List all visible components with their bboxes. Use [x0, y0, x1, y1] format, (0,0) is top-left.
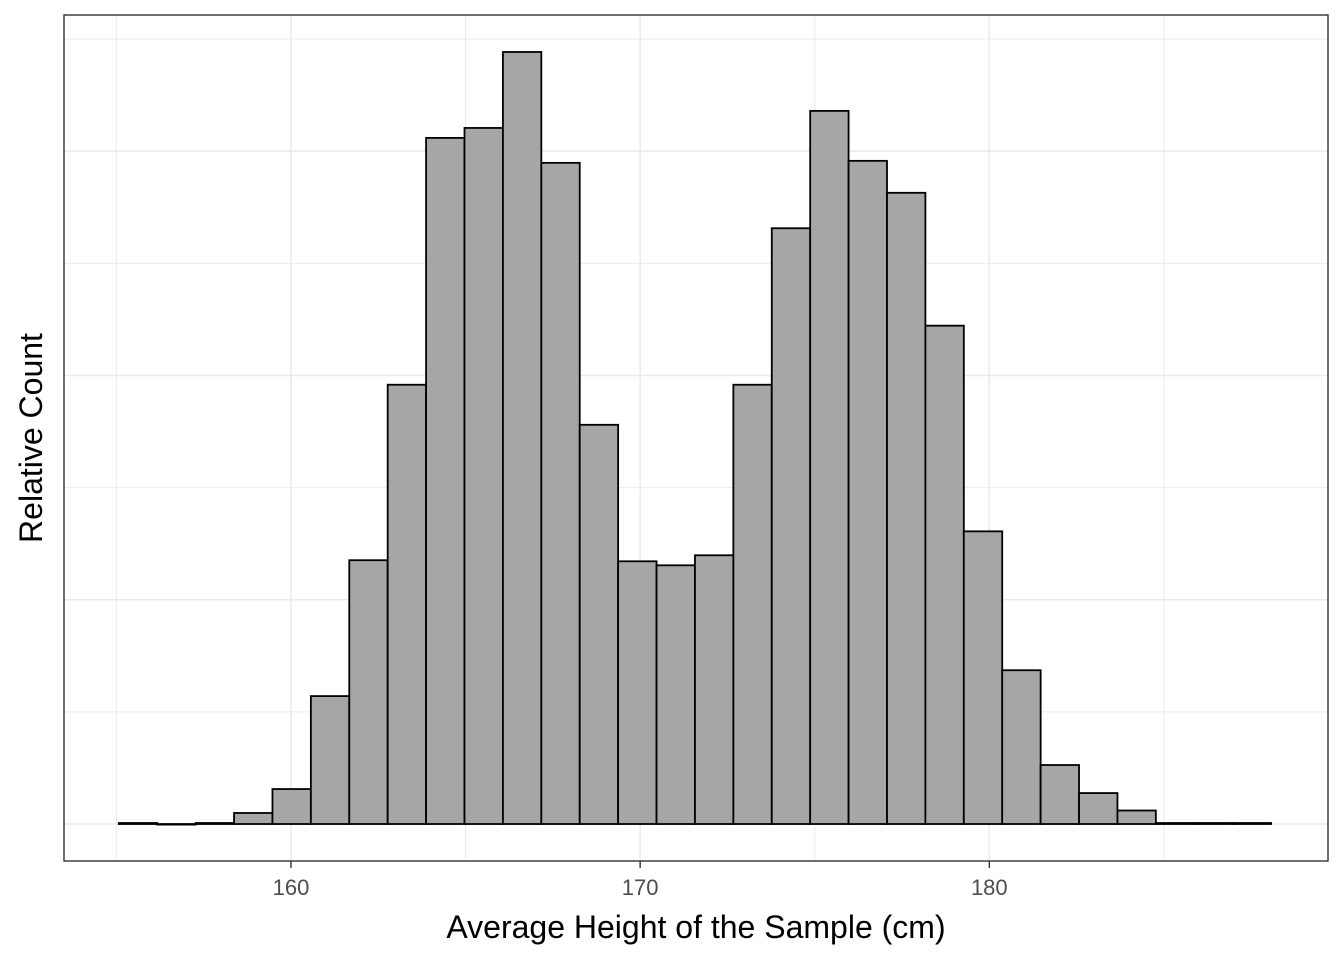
- plot-panel-border: [63, 14, 1329, 862]
- x-tick-label: 180: [971, 875, 1008, 900]
- histogram-bar: [386, 383, 427, 825]
- histogram-bar: [540, 161, 581, 825]
- histogram-bar: [463, 127, 504, 825]
- y-axis-title: Relative Count: [13, 333, 49, 543]
- histogram-bar: [233, 812, 274, 825]
- histogram-bar: [1039, 764, 1080, 825]
- histogram-bar: [578, 423, 620, 825]
- histogram-bar: [156, 823, 197, 826]
- histogram-bar: [1231, 822, 1272, 825]
- histogram-bar: [962, 530, 1004, 825]
- histogram-bar: [694, 554, 735, 825]
- histogram-bar: [847, 159, 888, 825]
- histogram-bar: [1154, 822, 1196, 825]
- x-tick-label: 160: [273, 875, 310, 900]
- x-axis-tick-labels: 160 170 180: [273, 875, 1008, 900]
- histogram-bar: [502, 51, 543, 825]
- x-tick-label: 170: [622, 875, 659, 900]
- histogram-bar: [924, 324, 965, 825]
- histogram-bar: [194, 822, 235, 825]
- bars: [117, 51, 1272, 826]
- histogram-bar: [770, 227, 812, 825]
- histogram-bar: [886, 191, 927, 825]
- x-axis-title: Average Height of the Sample (cm): [446, 909, 945, 945]
- histogram-bar: [425, 137, 466, 825]
- histogram-bar: [732, 383, 773, 825]
- x-axis-ticks: [290, 861, 991, 868]
- histogram-bar: [1193, 822, 1234, 825]
- histogram-bar: [809, 109, 850, 825]
- histogram-bar: [617, 560, 658, 825]
- histogram-bar: [309, 695, 351, 825]
- histogram-bar: [117, 822, 159, 825]
- histogram-bar: [348, 559, 389, 825]
- histogram-bar: [1116, 809, 1157, 825]
- histogram-bar: [1078, 792, 1119, 825]
- histogram-bar: [655, 564, 696, 825]
- histogram-bar: [1001, 669, 1042, 825]
- histogram-bar: [271, 788, 312, 825]
